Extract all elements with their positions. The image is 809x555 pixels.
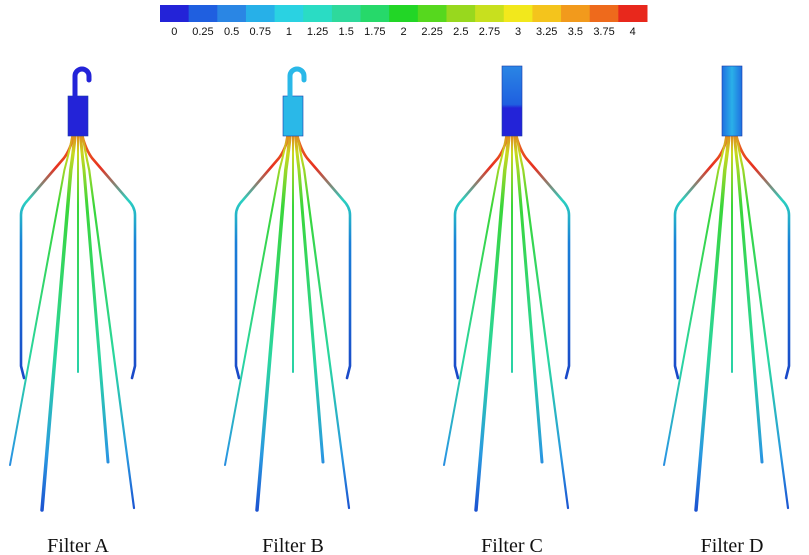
filter-leg: [9, 133, 74, 466]
filter: Filter B: [224, 66, 352, 555]
colorbar-tick-label: 2.5: [453, 26, 468, 38]
colorbar-tick-label: 0.25: [192, 26, 213, 38]
colorbar-tick-label: 1.25: [307, 26, 328, 38]
filter-hook: [72, 66, 92, 99]
colorbar-segment: [561, 5, 591, 22]
colorbar-tick-label: 1: [286, 26, 292, 38]
filter-hub: [67, 95, 89, 137]
colorbar-tick-label: 0: [171, 26, 177, 38]
filter-leg: [78, 132, 110, 464]
filter-leg: [474, 132, 511, 512]
filters: Filter A Filter B Filter C Filter D: [9, 65, 791, 555]
filter-leg: [296, 132, 351, 510]
filter-leg: [512, 132, 544, 464]
colorbar-tick-label: 3: [515, 26, 521, 38]
colorbar-segment: [618, 5, 648, 22]
colorbar-segment: [331, 5, 362, 22]
filter-leg: [694, 132, 731, 512]
filter-hub: [721, 65, 743, 137]
colorbar-tick-label: 3.5: [568, 26, 583, 38]
filter-leg: [255, 132, 292, 512]
colorbar-segment: [360, 5, 390, 22]
filter-label: Filter B: [262, 535, 324, 555]
filter-leg: [515, 132, 570, 510]
colorbar-segment: [217, 5, 247, 22]
filter-leg: [735, 132, 790, 510]
colorbar-segment: [303, 5, 333, 22]
colorbar-segment: [389, 5, 419, 22]
colorbar-tick-label: 2.25: [421, 26, 442, 38]
colorbar-segment: [245, 5, 276, 22]
colorbar-segment: [503, 5, 533, 22]
filter-hub: [282, 95, 304, 137]
colorbar-tick-label: 2: [400, 26, 406, 38]
colorbar-segment: [475, 5, 505, 22]
colorbar-tick-label: 3.75: [593, 26, 614, 38]
colorbar-tick-label: 0.75: [250, 26, 271, 38]
filter-leg: [40, 132, 77, 512]
filter-label: Filter D: [701, 535, 764, 555]
colorbar-segment: [274, 5, 304, 22]
filter-leg: [443, 133, 508, 466]
filter-leg: [732, 132, 764, 464]
filter: Filter C: [443, 65, 571, 555]
colorbar-tick-label: 1.75: [364, 26, 385, 38]
filter-label: Filter A: [47, 535, 109, 555]
colorbar-tick-label: 0.5: [224, 26, 239, 38]
colorbar-tick-label: 4: [630, 26, 636, 38]
colorbar-segment: [188, 5, 218, 22]
filter-leg: [224, 133, 289, 466]
colorbar-tick-label: 2.75: [479, 26, 500, 38]
colorbar-tick-label: 3.25: [536, 26, 557, 38]
colorbar-tick-label: 1.5: [339, 26, 354, 38]
filter: Filter A: [9, 66, 137, 555]
colorbar-segment: [446, 5, 476, 22]
colorbar-segment: [589, 5, 619, 22]
filter-hub: [501, 65, 523, 137]
colorbar-segment: [160, 5, 190, 22]
colorbar: 0 0.25 0.5 0.75 1 1.25 1.5 1.75 2 2.25 2.5 2.75 3 3.2…: [160, 5, 648, 38]
filter: Filter D: [663, 65, 791, 555]
filter-hook: [287, 66, 307, 99]
filter-leg: [81, 132, 136, 510]
filter-leg: [663, 133, 728, 466]
colorbar-segment: [532, 5, 562, 22]
colorbar-segment: [417, 5, 447, 22]
filter-label: Filter C: [481, 535, 543, 555]
filter-leg: [293, 132, 325, 464]
